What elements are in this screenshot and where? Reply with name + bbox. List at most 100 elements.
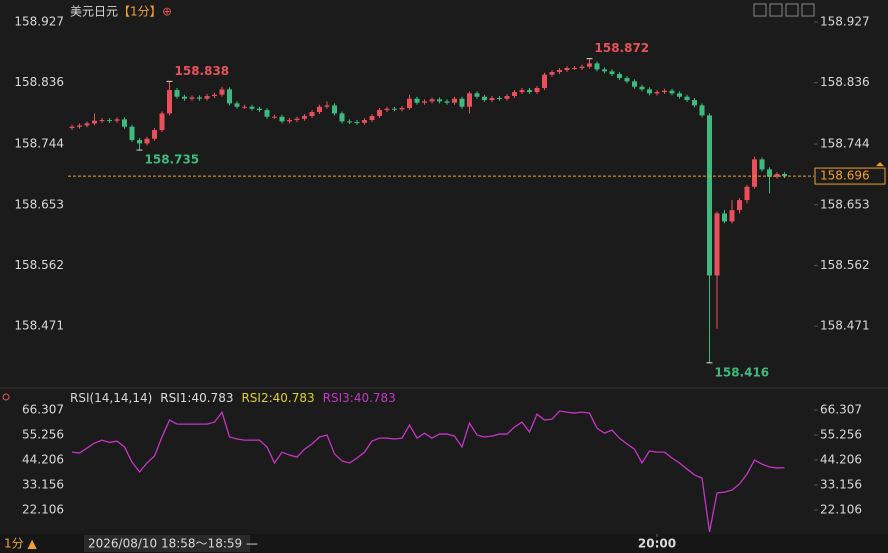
rsi-legend: RSI(14,14,14) RSI1:40.783 RSI2:40.783 RSI3:…: [70, 391, 396, 405]
candle-body: [362, 120, 367, 123]
candle-body: [114, 119, 120, 121]
candle-body: [332, 105, 337, 114]
candle-body: [759, 159, 765, 170]
rsi-tick-label: 66.307: [22, 403, 64, 417]
candle-body: [572, 68, 577, 70]
rsi-readout-value: 40.783: [354, 391, 396, 405]
candle-body: [422, 101, 427, 103]
rsi-tick-label-right: 22.106: [820, 502, 862, 516]
candle-body: [107, 120, 112, 122]
candle-body: [707, 115, 712, 276]
y-tick-label: 158.653: [14, 197, 64, 211]
candle-body: [662, 90, 667, 93]
candle-body: [257, 108, 262, 111]
candle-body: [279, 116, 285, 122]
candle-body: [504, 96, 510, 99]
candle-body: [677, 93, 682, 97]
y-tick-label: 158.836: [14, 75, 64, 89]
y-tick-label: 158.927: [14, 15, 64, 29]
candle-body: [489, 98, 495, 101]
add-icon[interactable]: ⊕: [162, 5, 172, 19]
candle-body: [212, 94, 217, 97]
period-label: 【1分】: [118, 5, 162, 19]
candle-body: [714, 213, 720, 276]
annotation-label: 158.735: [145, 153, 200, 167]
annotation-label: 158.872: [595, 41, 650, 55]
candle-body: [744, 186, 750, 201]
candle-body: [557, 70, 562, 73]
candle-body: [227, 89, 232, 104]
candle-body: [407, 98, 412, 109]
candle-body: [429, 99, 435, 102]
candle-body: [317, 106, 322, 113]
rsi-tick-label-right: 66.307: [820, 403, 862, 417]
candle-body: [767, 169, 772, 177]
tool-button[interactable]: [769, 3, 783, 17]
candle-body: [782, 174, 787, 177]
candle-body: [189, 97, 195, 99]
candle-body: [609, 71, 615, 75]
candle-body: [137, 140, 142, 144]
tool-button[interactable]: [753, 3, 767, 17]
candle-body: [579, 66, 585, 69]
candle-body: [302, 116, 307, 119]
tool-button[interactable]: [801, 3, 815, 17]
candle-body: [617, 74, 622, 79]
candle-body: [534, 88, 540, 93]
candle-body: [182, 96, 187, 99]
candle-body: [624, 78, 630, 82]
candle-body: [452, 98, 457, 103]
rsi-readout-name: RSI1:: [160, 391, 191, 405]
candle-body: [122, 119, 127, 127]
x-tick-label: 20:00: [638, 537, 676, 551]
rsi-tick-label: 44.206: [22, 453, 64, 467]
y-tick-label-right: 158.836: [820, 75, 870, 89]
candle-body: [459, 98, 465, 107]
candle-body: [197, 97, 202, 99]
candle-body: [77, 125, 82, 127]
candle-body: [399, 108, 405, 110]
candle-body: [542, 74, 547, 89]
candle-body: [152, 130, 157, 139]
candle-body: [204, 96, 210, 99]
candle-body: [159, 113, 165, 131]
candle-body: [737, 200, 742, 211]
candle-body: [287, 120, 292, 122]
candle-body: [84, 123, 90, 126]
candle-body: [354, 122, 360, 124]
tool-button[interactable]: [785, 3, 799, 17]
rsi-readout-name: RSI2:: [241, 391, 272, 405]
candle-body: [294, 118, 300, 121]
candle-body: [144, 138, 150, 144]
candle-body: [174, 90, 180, 97]
rsi-tick-label: 33.156: [22, 477, 64, 491]
candle-body: [249, 106, 255, 109]
period-footer[interactable]: 1分 ▲: [4, 537, 37, 551]
candle-body: [272, 116, 277, 118]
candle-body: [684, 96, 690, 101]
candle-body: [497, 98, 502, 100]
candle-body: [264, 110, 270, 117]
candle-body: [99, 120, 105, 122]
candle-body: [392, 108, 397, 110]
candle-body: [377, 110, 382, 117]
indicator-icon[interactable]: [2, 393, 10, 401]
candle-body: [512, 92, 517, 97]
rsi-tick-label-right: 55.256: [820, 428, 862, 442]
candle-body: [474, 93, 480, 97]
y-tick-label-right: 158.744: [820, 137, 870, 151]
candle-body: [467, 93, 472, 107]
y-tick-label-right: 158.653: [820, 197, 870, 211]
candle-body: [519, 90, 525, 93]
candle-body: [339, 113, 345, 122]
y-tick-label-right: 158.471: [820, 319, 870, 333]
rsi-tick-label-right: 33.156: [820, 477, 862, 491]
candle-body: [647, 89, 652, 94]
y-tick-label: 158.744: [14, 137, 64, 151]
candle-body: [699, 105, 705, 116]
candle-body: [549, 72, 555, 75]
candle-body: [384, 108, 390, 111]
last-price-box: [814, 167, 886, 185]
candle-body: [437, 99, 442, 102]
